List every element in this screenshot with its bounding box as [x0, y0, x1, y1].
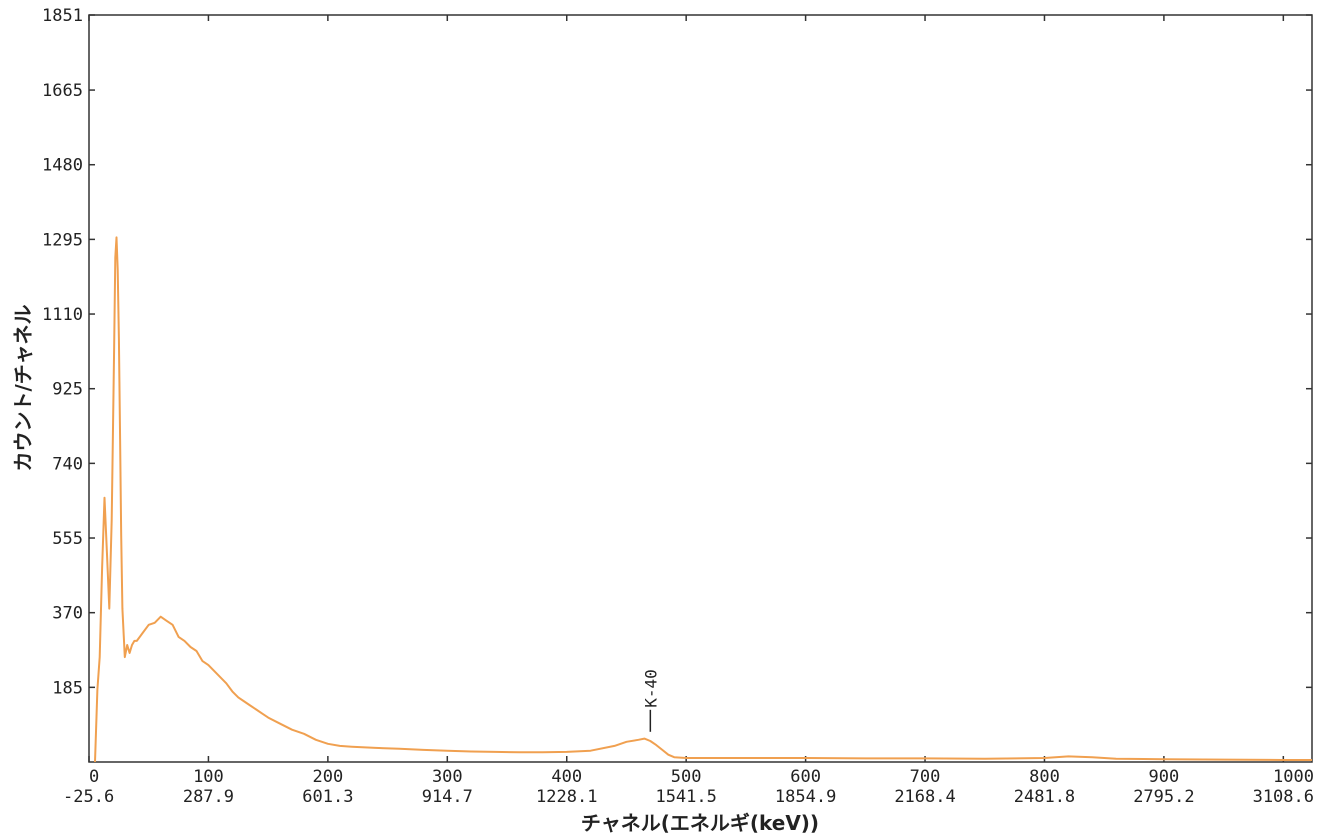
x-tick-label: 400 [551, 767, 582, 787]
x-energy-label: 1854.9 [775, 787, 836, 807]
x-energy-label: 2795.2 [1133, 787, 1194, 807]
x-tick-label: 900 [1149, 767, 1180, 787]
x-energy-label: -25.6 [63, 787, 114, 807]
x-tick-label: 200 [313, 767, 344, 787]
x-axis-title: チャネル(エネルギ(keV)) [581, 811, 819, 834]
x-energy-label: 914.7 [422, 787, 473, 807]
y-axis: 185 370 555 740 925 1110 1295 1480 1665 1851 [42, 6, 1312, 698]
x-energy-label: 2168.4 [894, 787, 955, 807]
x-tick-label: 800 [1029, 767, 1060, 787]
y-tick-label: 1295 [42, 230, 83, 250]
x-energy-label: 2481.8 [1014, 787, 1075, 807]
series-layer [94, 236, 1312, 763]
x-energy-label: 601.3 [302, 787, 353, 807]
x-energy-label: 1228.1 [536, 787, 597, 807]
x-tick-label: 600 [790, 767, 821, 787]
y-tick-label: 1480 [42, 156, 83, 176]
x-tick-label: 700 [910, 767, 941, 787]
y-tick-label: 555 [52, 529, 83, 549]
plot-area-frame [88, 14, 1313, 763]
x-energy-label: 3108.6 [1253, 787, 1314, 807]
y-tick-label: 1851 [42, 6, 83, 26]
x-tick-label: 300 [432, 767, 463, 787]
y-tick-label: 925 [52, 380, 83, 400]
y-tick-label: 1110 [42, 305, 83, 325]
y-axis-title: カウント/チャネル [11, 304, 35, 471]
x-tick-label: 100 [193, 767, 224, 787]
x-tick-label: 1000 [1273, 767, 1314, 787]
y-tick-label: 185 [52, 678, 83, 698]
y-tick-label: 1665 [42, 81, 83, 101]
x-tick-label: 0 [89, 767, 99, 787]
x-tick-label: 500 [671, 767, 702, 787]
annotation-label: K-40 [641, 669, 660, 708]
spectrum-line [94, 236, 1312, 763]
y-tick-label: 740 [52, 454, 83, 474]
x-energy-label: 1541.5 [655, 787, 716, 807]
y-tick-label: 370 [52, 604, 83, 624]
x-energy-label: 287.9 [183, 787, 234, 807]
annotation-layer: K-40 [641, 669, 660, 732]
